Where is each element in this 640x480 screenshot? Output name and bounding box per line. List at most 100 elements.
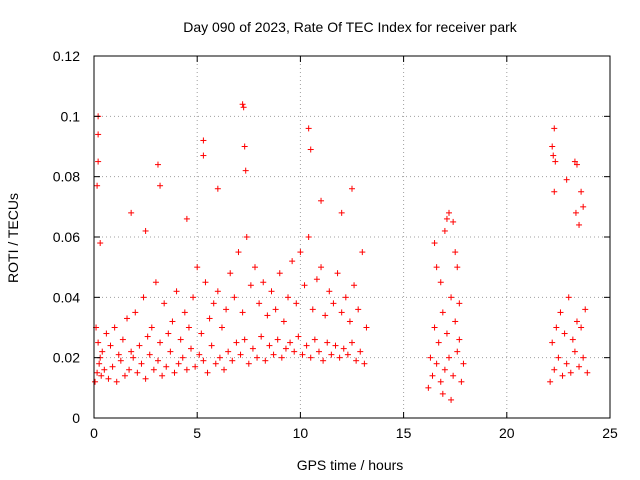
- data-point: [233, 339, 240, 346]
- data-point: [441, 366, 448, 373]
- x-tick-label: 5: [193, 425, 201, 441]
- data-point: [260, 279, 267, 286]
- data-point: [351, 282, 358, 289]
- data-point: [218, 324, 225, 331]
- data-point: [437, 378, 444, 385]
- data-point: [295, 333, 302, 340]
- data-point: [235, 249, 242, 256]
- y-tick-label: 0.12: [53, 48, 80, 64]
- data-point: [584, 369, 591, 376]
- data-point: [454, 264, 461, 271]
- data-point: [443, 330, 450, 337]
- data-point: [450, 218, 457, 225]
- data-point: [340, 345, 347, 352]
- data-point: [212, 360, 219, 367]
- data-point: [425, 384, 432, 391]
- data-point: [450, 372, 457, 379]
- data-point: [146, 351, 153, 358]
- data-point: [241, 143, 248, 150]
- data-point: [293, 300, 300, 307]
- data-point: [138, 360, 145, 367]
- data-point: [154, 161, 161, 168]
- data-point: [427, 354, 434, 361]
- data-point: [549, 143, 556, 150]
- y-tick-label: 0.04: [53, 289, 80, 305]
- data-point: [448, 396, 455, 403]
- data-point: [231, 294, 238, 301]
- data-point: [299, 351, 306, 358]
- data-point: [181, 309, 188, 316]
- data-point: [460, 360, 467, 367]
- data-point: [456, 300, 463, 307]
- data-points: [92, 101, 591, 403]
- data-point: [441, 227, 448, 234]
- data-point: [429, 372, 436, 379]
- data-point: [268, 288, 275, 295]
- data-point: [128, 348, 135, 355]
- data-point: [276, 270, 283, 277]
- data-point: [241, 336, 248, 343]
- data-point: [452, 249, 459, 256]
- data-point: [573, 161, 580, 168]
- data-point: [439, 390, 446, 397]
- data-point: [454, 348, 461, 355]
- data-point: [258, 333, 265, 340]
- data-point: [270, 351, 277, 358]
- data-point: [177, 336, 184, 343]
- data-point: [559, 372, 566, 379]
- y-tick-label: 0.1: [61, 108, 81, 124]
- data-point: [179, 354, 186, 361]
- data-point: [96, 360, 103, 367]
- data-point: [101, 366, 108, 373]
- data-point: [301, 282, 308, 289]
- data-point: [124, 315, 131, 322]
- data-point: [309, 306, 316, 313]
- data-point: [580, 203, 587, 210]
- y-axis-label: ROTI / TECUs: [5, 193, 21, 283]
- data-point: [549, 339, 556, 346]
- data-point: [214, 288, 221, 295]
- data-point: [115, 351, 122, 358]
- data-point: [307, 354, 314, 361]
- data-point: [249, 345, 256, 352]
- data-point: [361, 360, 368, 367]
- data-point: [210, 300, 217, 307]
- data-point: [251, 264, 258, 271]
- data-point: [578, 188, 585, 195]
- data-point: [163, 363, 170, 370]
- data-point: [563, 176, 570, 183]
- plot-frame: [93, 55, 611, 419]
- x-tick-label: 0: [90, 425, 98, 441]
- data-point: [202, 279, 209, 286]
- data-point: [159, 372, 166, 379]
- grid-lines: [94, 56, 610, 418]
- data-point: [119, 336, 126, 343]
- data-point: [322, 312, 329, 319]
- data-point: [336, 354, 343, 361]
- data-point: [571, 158, 578, 165]
- data-point: [552, 158, 559, 165]
- data-point: [208, 342, 215, 349]
- x-tick-label: 20: [499, 425, 515, 441]
- data-point: [165, 330, 172, 337]
- data-point: [148, 324, 155, 331]
- data-point: [553, 324, 560, 331]
- x-tick-label: 15: [396, 425, 412, 441]
- data-point: [328, 351, 335, 358]
- data-point: [576, 221, 583, 228]
- data-point: [216, 354, 223, 361]
- data-point: [458, 378, 465, 385]
- data-point: [456, 336, 463, 343]
- data-point: [198, 330, 205, 337]
- data-point: [103, 330, 110, 337]
- data-point: [452, 318, 459, 325]
- data-point: [171, 369, 178, 376]
- data-point: [204, 369, 211, 376]
- data-point: [225, 348, 232, 355]
- data-point: [551, 188, 558, 195]
- data-point: [305, 125, 312, 132]
- data-point: [572, 209, 579, 216]
- x-axis-label: GPS time / hours: [297, 457, 404, 473]
- data-point: [342, 294, 349, 301]
